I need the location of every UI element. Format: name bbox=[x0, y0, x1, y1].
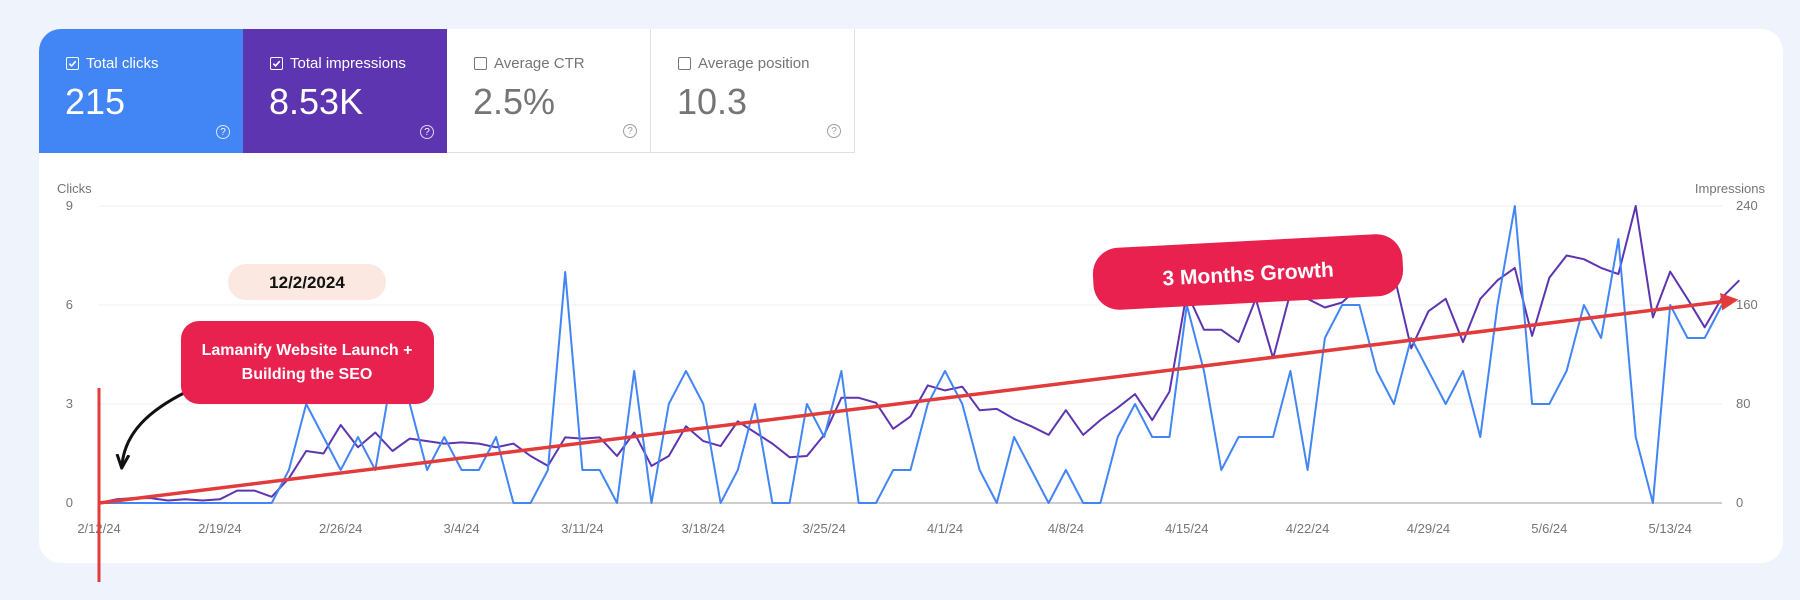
x-tick-label: 4/15/24 bbox=[1165, 521, 1208, 536]
help-circle-icon[interactable]: ? bbox=[216, 125, 230, 139]
x-tick-label: 5/6/24 bbox=[1531, 521, 1567, 536]
metric-card-total-clicks[interactable]: Total clicks 215 ? bbox=[39, 29, 243, 153]
x-tick-label: 2/26/24 bbox=[319, 521, 362, 536]
checkbox-icon[interactable] bbox=[678, 57, 691, 70]
y-ticks-right: 0 80 160 240 bbox=[1736, 198, 1758, 510]
metric-label: Total impressions bbox=[290, 55, 406, 72]
help-circle-icon[interactable]: ? bbox=[623, 124, 637, 138]
y-tick-label-left: 0 bbox=[66, 495, 73, 510]
metric-value: 215 bbox=[65, 81, 126, 122]
checkbox-icon[interactable] bbox=[474, 57, 487, 70]
y-ticks-left: 0 3 6 9 bbox=[66, 198, 73, 510]
metric-label: Average CTR bbox=[494, 55, 585, 72]
curved-arrow-icon bbox=[122, 390, 187, 465]
y-tick-label-left: 3 bbox=[66, 396, 73, 411]
y-tick-label-right: 160 bbox=[1736, 297, 1758, 312]
y-tick-label-left: 9 bbox=[66, 198, 73, 213]
x-tick-label: 4/29/24 bbox=[1407, 521, 1450, 536]
x-tick-label: 3/4/24 bbox=[444, 521, 480, 536]
help-circle-icon[interactable]: ? bbox=[827, 124, 841, 138]
checkbox-icon[interactable] bbox=[66, 57, 79, 70]
y-tick-label-right: 0 bbox=[1736, 495, 1743, 510]
x-tick-label: 3/11/24 bbox=[561, 521, 603, 536]
y-axis-label-right: Impressions bbox=[1695, 181, 1766, 196]
x-tick-label: 3/18/24 bbox=[682, 521, 725, 536]
launch-callout-line1: Lamanify Website Launch + bbox=[202, 342, 413, 359]
x-tick-label: 4/22/24 bbox=[1286, 521, 1329, 536]
y-tick-label-left: 6 bbox=[66, 297, 73, 312]
metric-value: 10.3 bbox=[677, 81, 748, 122]
growth-callout-bg bbox=[1092, 234, 1404, 310]
growth-trend-line bbox=[98, 293, 1739, 505]
x-tick-label: 4/1/24 bbox=[927, 521, 963, 536]
x-tick-label: 4/8/24 bbox=[1048, 521, 1084, 536]
launch-callout bbox=[181, 321, 434, 404]
metric-label: Total clicks bbox=[86, 55, 159, 72]
y-tick-label-right: 240 bbox=[1736, 198, 1758, 213]
metric-value: 8.53K bbox=[269, 81, 364, 122]
growth-callout: 3 Months Growth bbox=[1092, 234, 1404, 310]
metric-cards: Total clicks 215 ? Total impressions 8.5… bbox=[39, 29, 855, 153]
date-pill-label: 12/2/2024 bbox=[269, 273, 345, 292]
metric-card-total-impressions[interactable]: Total impressions 8.53K ? bbox=[243, 29, 447, 153]
x-tick-label: 3/25/24 bbox=[802, 521, 845, 536]
date-pill bbox=[228, 264, 386, 300]
x-ticks: 2/12/242/19/242/26/243/4/243/11/243/18/2… bbox=[77, 521, 1692, 536]
series-line-clicks bbox=[99, 205, 1723, 504]
y-tick-label-right: 80 bbox=[1736, 396, 1750, 411]
metric-label: Average position bbox=[698, 55, 810, 72]
metric-value: 2.5% bbox=[473, 81, 556, 122]
y-axis-label-left: Clicks bbox=[57, 181, 92, 196]
help-circle-icon[interactable]: ? bbox=[420, 125, 434, 139]
x-tick-label: 5/13/24 bbox=[1649, 521, 1692, 536]
checkbox-icon[interactable] bbox=[270, 57, 283, 70]
metric-card-average-ctr[interactable]: Average CTR 2.5% ? bbox=[447, 29, 651, 153]
x-tick-label: 2/19/24 bbox=[198, 521, 241, 536]
metric-card-average-position[interactable]: Average position 10.3 ? bbox=[651, 29, 855, 153]
launch-callout-line2: Building the SEO bbox=[242, 366, 373, 383]
